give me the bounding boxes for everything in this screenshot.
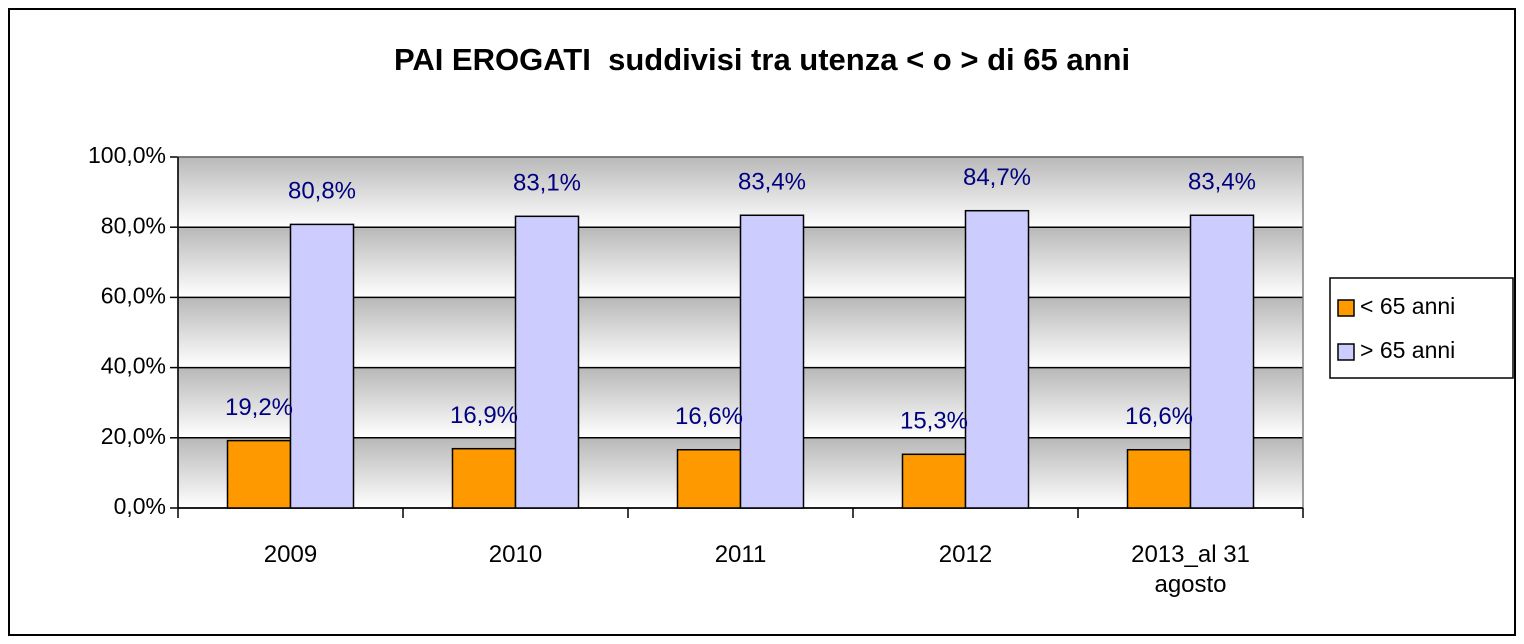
bar [451, 447, 517, 509]
legend-swatch [1337, 343, 1355, 361]
value-label: 83,1% [513, 170, 581, 197]
bar [1126, 448, 1192, 509]
x-tick-label: 2009 [263, 541, 318, 568]
legend-label: < 65 anni [1360, 293, 1455, 319]
x-tick-label: 2012 [938, 541, 993, 568]
value-label: 80,8% [288, 178, 356, 205]
legend-box [1329, 277, 1514, 379]
y-tick-label: 0,0% [114, 493, 166, 519]
x-tick-label: 2011 [714, 541, 767, 568]
bar [1189, 214, 1255, 509]
y-tick-label: 80,0% [101, 212, 166, 238]
bar [289, 223, 355, 509]
x-tick-label: 2013_al 31 agosto [1131, 541, 1250, 598]
value-label: 83,4% [738, 169, 806, 196]
y-tick-label: 60,0% [101, 282, 166, 308]
y-tick-label: 40,0% [101, 353, 166, 379]
chart-title: PAI EROGATI suddivisi tra utenza < o > d… [394, 42, 1130, 77]
value-label: 83,4% [1188, 169, 1256, 196]
legend-swatch [1337, 299, 1355, 317]
bar [964, 209, 1030, 509]
y-tick-label: 100,0% [88, 142, 166, 168]
value-label: 19,2% [225, 394, 293, 421]
value-label: 16,6% [1125, 403, 1193, 430]
bar [739, 214, 805, 509]
value-label: 16,6% [675, 403, 743, 430]
legend-label: > 65 anni [1360, 337, 1455, 363]
bar [514, 215, 580, 509]
bar [676, 448, 742, 509]
value-label: 15,3% [900, 408, 968, 435]
y-tick-label: 20,0% [101, 423, 166, 449]
bar [226, 439, 292, 509]
bar [901, 453, 967, 509]
x-tick-label: 2010 [488, 541, 543, 568]
value-label: 16,9% [450, 402, 518, 429]
value-label: 84,7% [963, 164, 1031, 191]
